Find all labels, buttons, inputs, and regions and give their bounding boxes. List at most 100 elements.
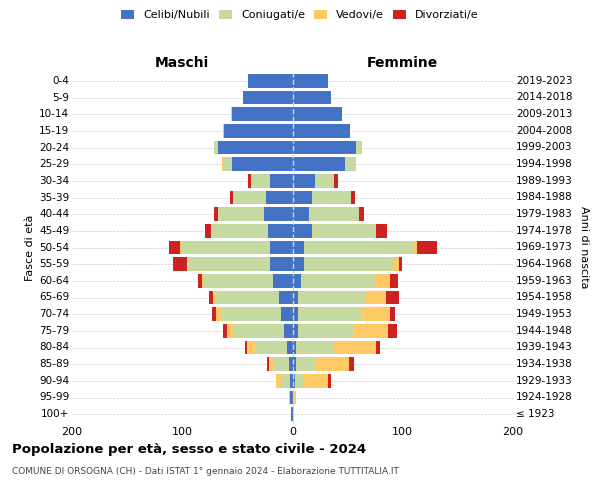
- Bar: [292, 408, 293, 421]
- Bar: [293, 290, 298, 304]
- Bar: [211, 224, 268, 237]
- Bar: [376, 274, 389, 287]
- Bar: [222, 158, 223, 171]
- Bar: [230, 190, 233, 204]
- Bar: [293, 274, 301, 287]
- Bar: [346, 158, 356, 171]
- Bar: [359, 208, 364, 221]
- Bar: [290, 374, 293, 388]
- Bar: [218, 208, 264, 221]
- Bar: [314, 174, 334, 188]
- Bar: [295, 374, 304, 388]
- Text: Maschi: Maschi: [155, 56, 209, 70]
- Bar: [267, 358, 269, 371]
- Bar: [180, 240, 182, 254]
- Bar: [232, 108, 293, 121]
- Bar: [362, 308, 389, 321]
- Bar: [271, 174, 293, 188]
- Bar: [264, 208, 293, 221]
- Bar: [293, 224, 313, 237]
- Bar: [293, 158, 346, 171]
- Bar: [293, 174, 314, 188]
- Bar: [304, 374, 328, 388]
- Bar: [212, 308, 217, 321]
- Bar: [356, 140, 362, 154]
- Bar: [187, 258, 188, 271]
- Bar: [289, 358, 293, 371]
- Bar: [313, 224, 376, 237]
- Bar: [248, 174, 251, 188]
- Bar: [296, 358, 316, 371]
- Bar: [276, 374, 281, 388]
- Bar: [334, 174, 338, 188]
- Bar: [304, 240, 414, 254]
- Text: Popolazione per età, sesso e stato civile - 2024: Popolazione per età, sesso e stato civil…: [12, 442, 366, 456]
- Bar: [293, 74, 328, 88]
- Text: Femmine: Femmine: [367, 56, 439, 70]
- Bar: [266, 190, 293, 204]
- Bar: [386, 290, 400, 304]
- Bar: [334, 340, 376, 354]
- Bar: [293, 340, 296, 354]
- Legend: Celibi/Nubili, Coniugati/e, Vedovi/e, Divorziati/e: Celibi/Nubili, Coniugati/e, Vedovi/e, Di…: [117, 6, 483, 25]
- Bar: [293, 374, 295, 388]
- Bar: [293, 208, 309, 221]
- Bar: [188, 258, 271, 271]
- Bar: [223, 124, 224, 138]
- Bar: [202, 274, 204, 287]
- Y-axis label: Fasce di età: Fasce di età: [25, 214, 35, 280]
- Bar: [304, 258, 394, 271]
- Bar: [316, 358, 349, 371]
- Bar: [281, 374, 290, 388]
- Bar: [271, 240, 293, 254]
- Bar: [251, 174, 271, 188]
- Bar: [309, 208, 359, 221]
- Bar: [256, 340, 287, 354]
- Bar: [298, 324, 353, 338]
- Bar: [414, 240, 417, 254]
- Bar: [217, 308, 221, 321]
- Bar: [247, 340, 256, 354]
- Bar: [394, 258, 400, 271]
- Bar: [293, 140, 356, 154]
- Bar: [349, 358, 354, 371]
- Bar: [296, 340, 334, 354]
- Bar: [214, 140, 218, 154]
- Bar: [301, 274, 376, 287]
- Bar: [293, 190, 313, 204]
- Bar: [233, 324, 284, 338]
- Bar: [284, 324, 293, 338]
- Bar: [289, 390, 290, 404]
- Bar: [214, 208, 218, 221]
- Text: COMUNE DI ORSOGNA (CH) - Dati ISTAT 1° gennaio 2024 - Elaborazione TUTTITALIA.IT: COMUNE DI ORSOGNA (CH) - Dati ISTAT 1° g…: [12, 468, 399, 476]
- Bar: [205, 224, 211, 237]
- Bar: [248, 74, 293, 88]
- Bar: [218, 140, 293, 154]
- Bar: [389, 308, 395, 321]
- Bar: [293, 390, 296, 404]
- Bar: [173, 258, 187, 271]
- Bar: [298, 290, 367, 304]
- Bar: [351, 190, 355, 204]
- Bar: [287, 340, 293, 354]
- Bar: [293, 258, 304, 271]
- Bar: [290, 390, 293, 404]
- Bar: [293, 124, 350, 138]
- Bar: [400, 258, 401, 271]
- Bar: [243, 90, 293, 104]
- Bar: [376, 224, 388, 237]
- Bar: [213, 290, 215, 304]
- Bar: [269, 358, 272, 371]
- Bar: [245, 340, 247, 354]
- Bar: [293, 358, 296, 371]
- Bar: [388, 324, 397, 338]
- Bar: [182, 240, 271, 254]
- Bar: [271, 258, 293, 271]
- Bar: [223, 324, 227, 338]
- Bar: [209, 290, 213, 304]
- Bar: [353, 324, 388, 338]
- Bar: [197, 274, 202, 287]
- Bar: [293, 90, 331, 104]
- Bar: [221, 308, 281, 321]
- Bar: [169, 240, 180, 254]
